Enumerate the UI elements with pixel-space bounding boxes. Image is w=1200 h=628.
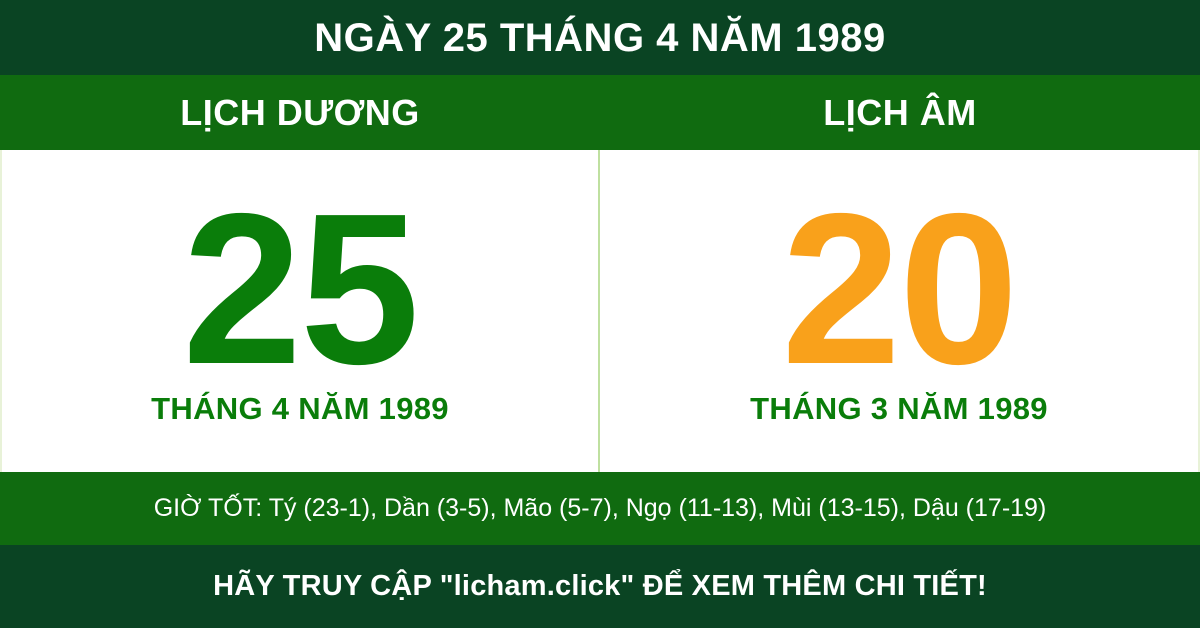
lunar-month-year-label: THÁNG 3 NĂM 1989	[750, 391, 1048, 427]
lunar-date-column: 20 THÁNG 3 NĂM 1989	[600, 150, 1198, 472]
column-header-solar-label: LỊCH DƯƠNG	[180, 91, 420, 133]
footer-call-to-action: HÃY TRUY CẬP "licham.click" ĐỂ XEM THÊM …	[213, 570, 987, 602]
column-header-lunar-label: LỊCH ÂM	[823, 91, 977, 133]
solar-month-year-label: THÁNG 4 NĂM 1989	[151, 391, 449, 427]
solar-day-number: 25	[182, 167, 419, 409]
good-hours-bar: GIỜ TỐT: Tý (23-1), Dần (3-5), Mão (5-7)…	[0, 472, 1200, 545]
good-hours-text: GIỜ TỐT: Tý (23-1), Dần (3-5), Mão (5-7)…	[153, 494, 1047, 522]
column-headers: LỊCH DƯƠNG LỊCH ÂM	[0, 75, 1200, 150]
page-title: NGÀY 25 THÁNG 4 NĂM 1989	[314, 15, 886, 60]
column-header-lunar: LỊCH ÂM	[600, 75, 1200, 150]
lunar-day-number: 20	[781, 167, 1018, 409]
solar-date-column: 25 THÁNG 4 NĂM 1989	[2, 150, 600, 472]
title-bar: NGÀY 25 THÁNG 4 NĂM 1989	[0, 0, 1200, 75]
date-panel: 25 THÁNG 4 NĂM 1989 20 THÁNG 3 NĂM 1989	[0, 150, 1200, 472]
column-header-solar: LỊCH DƯƠNG	[0, 75, 600, 150]
footer-bar: HÃY TRUY CẬP "licham.click" ĐỂ XEM THÊM …	[0, 545, 1200, 628]
